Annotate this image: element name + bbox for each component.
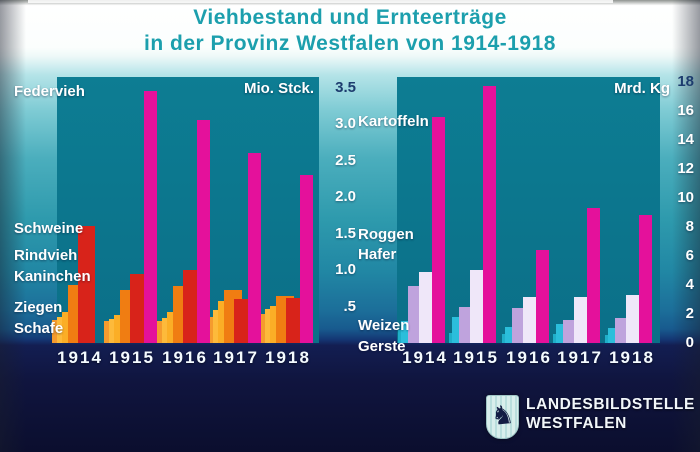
y-tick-3.0: 3.0: [335, 115, 356, 132]
org-name: LANDESBILDSTELLE WESTFALEN: [526, 395, 695, 433]
x-label-1915: 1915: [453, 348, 499, 367]
x-label-1914: 1914: [57, 348, 103, 367]
bar-schweine-1917: [234, 299, 251, 343]
y-tick-2.5: 2.5: [335, 152, 356, 169]
x-label-1916: 1916: [162, 348, 208, 367]
bar-kartoffeln-1915: [483, 86, 496, 343]
series-label-rindvieh: Rindvieh: [14, 247, 78, 264]
bar-schweine-1914: [78, 226, 95, 343]
bar-roggen-1918: [626, 295, 643, 343]
series-label-kartoffeln: Kartoffeln: [358, 113, 429, 130]
y-tick-14: 14: [677, 131, 694, 148]
page-title: Viehbestand und Ernteerträge in der Prov…: [0, 5, 700, 57]
y-tick-1.0: 1.0: [335, 261, 356, 278]
series-label-gerste: Gerste: [358, 338, 406, 355]
title-line-2: in der Provinz Westfalen von 1914-1918: [144, 32, 556, 55]
y-tick-4: 4: [685, 276, 694, 293]
series-label-ziegen: Ziegen: [14, 299, 63, 316]
bar-federvieh-1915: [144, 91, 157, 343]
series-label-schafe: Schafe: [14, 320, 64, 337]
y-tick-1.5: 1.5: [335, 225, 356, 242]
bar-schweine-1918: [286, 298, 303, 343]
series-label-schweine: Schweine: [14, 220, 84, 237]
org-name-line1: LANDESBILDSTELLE: [526, 396, 695, 413]
publisher-logo: ♞ LANDESBILDSTELLE WESTFALEN: [486, 395, 695, 439]
y-tick-0: 0: [685, 334, 694, 351]
bar-roggen-1917: [574, 297, 591, 343]
x-label-1914: 1914: [402, 348, 448, 367]
y-tick-3.5: 3.5: [335, 79, 356, 96]
y-tick-6: 6: [685, 247, 694, 264]
x-label-1916: 1916: [506, 348, 552, 367]
series-label-weizen: Weizen: [358, 317, 410, 334]
bar-roggen-1915: [470, 270, 487, 343]
series-label-roggen: Roggen: [358, 226, 414, 243]
x-label-1917: 1917: [557, 348, 603, 367]
livestock-chart: 3.5 3.0 2.5 2.0 1.5 1.0 .5 Mio. Stck. Schafe Zieg…: [0, 70, 356, 380]
horse-icon: ♞: [489, 399, 516, 433]
bar-roggen-1916: [523, 297, 540, 343]
bar-kartoffeln-1914: [432, 117, 445, 343]
y-tick-12: 12: [677, 160, 694, 177]
x-label-1918: 1918: [609, 348, 655, 367]
crops-chart: 18 16 14 12 10 8 6 4 2 0 Mrd. Kg Gerste Weizen Hafer R…: [350, 70, 700, 380]
x-label-1915: 1915: [109, 348, 155, 367]
axis-unit-label: Mio. Stck.: [243, 80, 314, 97]
bar-federvieh-1916: [197, 120, 210, 343]
bar-schweine-1915: [130, 274, 147, 343]
bar-federvieh-1917: [248, 153, 261, 343]
axis-unit-label: Mrd. Kg: [614, 80, 670, 97]
series-label-federvieh: Federvieh: [14, 83, 85, 100]
y-tick-10: 10: [677, 189, 694, 206]
y-tick-16: 16: [677, 102, 694, 119]
bar-kartoffeln-1918: [639, 215, 652, 343]
bar-roggen-1914: [419, 272, 436, 343]
series-label-hafer: Hafer: [358, 246, 397, 263]
x-label-1918: 1918: [265, 348, 311, 367]
y-tick-2.0: 2.0: [335, 188, 356, 205]
org-name-line2: WESTFALEN: [526, 415, 627, 432]
westfalen-horse-shield-icon: ♞: [486, 395, 519, 439]
bar-schweine-1916: [183, 270, 200, 343]
y-tick-.5: .5: [343, 298, 356, 315]
bar-federvieh-1918: [300, 175, 313, 343]
y-tick-2: 2: [685, 305, 694, 322]
y-tick-18: 18: [677, 73, 694, 90]
bar-kartoffeln-1916: [536, 250, 549, 343]
bar-kartoffeln-1917: [587, 208, 600, 343]
y-tick-8: 8: [685, 218, 694, 235]
title-line-1: Viehbestand und Ernteerträge: [193, 6, 507, 29]
series-label-kaninchen: Kaninchen: [14, 268, 91, 285]
x-label-1917: 1917: [213, 348, 259, 367]
